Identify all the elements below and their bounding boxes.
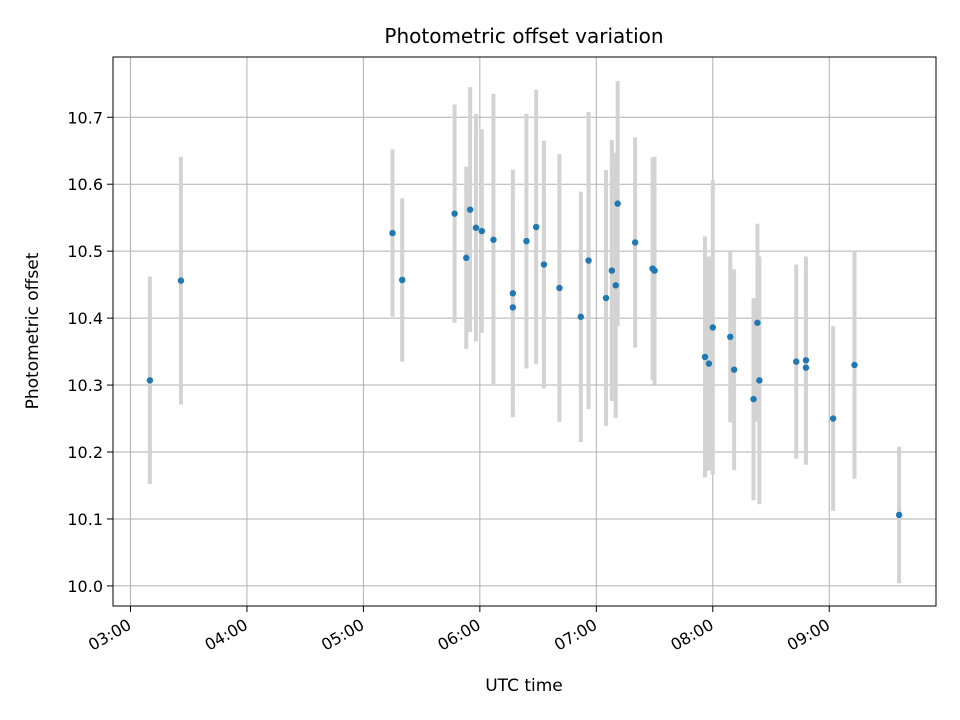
data-point: [509, 304, 517, 311]
data-point: [802, 364, 810, 371]
data-point: [509, 290, 517, 297]
data-point: [829, 415, 837, 422]
data-point: [705, 360, 713, 367]
data-point: [730, 366, 738, 373]
y-tick-label: 10.3: [67, 376, 103, 395]
data-point: [851, 361, 858, 369]
data-point: [577, 313, 584, 320]
data-point: [472, 224, 480, 231]
data-point: [793, 358, 800, 365]
plot-frame: [112, 56, 937, 607]
data-point: [389, 229, 396, 237]
chart-title: Photometric offset variation: [384, 24, 663, 48]
data-point: [701, 353, 709, 361]
y-tick-label: 10.5: [67, 242, 103, 261]
data-point: [490, 236, 497, 243]
y-tick-label: 10.0: [67, 577, 103, 596]
data-point: [556, 284, 563, 292]
data-point: [177, 277, 185, 284]
data-point: [463, 254, 470, 262]
data-point: [523, 237, 530, 245]
data-point: [608, 267, 616, 274]
data-point: [756, 377, 763, 384]
data-point: [540, 261, 548, 268]
y-tick-label: 10.4: [67, 309, 103, 328]
data-point: [631, 239, 639, 246]
data-point: [602, 294, 610, 302]
data-point: [750, 395, 757, 403]
data-point: [399, 276, 406, 284]
y-tick-label: 10.2: [67, 443, 103, 462]
data-point: [451, 210, 458, 217]
data-point: [532, 223, 540, 231]
y-axis-title: Photometric offset: [23, 252, 43, 409]
x-axis-title: UTC time: [485, 676, 563, 696]
data-point: [478, 227, 485, 235]
y-tick-label: 10.1: [67, 510, 103, 529]
data-point: [754, 319, 761, 326]
data-point: [585, 257, 592, 264]
data-point: [146, 377, 154, 384]
point-layer: [146, 200, 903, 519]
data-point: [612, 282, 619, 289]
data-point: [709, 324, 716, 331]
data-point: [651, 267, 658, 274]
data-point: [727, 333, 734, 341]
data-point: [802, 357, 810, 364]
y-axis: 10.0 10.1 10.2 10.3 10.4 10.5 10.6 10.7: [67, 108, 113, 596]
data-point: [895, 511, 903, 519]
data-point: [614, 200, 621, 207]
data-point: [466, 206, 474, 213]
y-tick-label: 10.7: [67, 108, 103, 127]
y-tick-label: 10.6: [67, 175, 103, 194]
